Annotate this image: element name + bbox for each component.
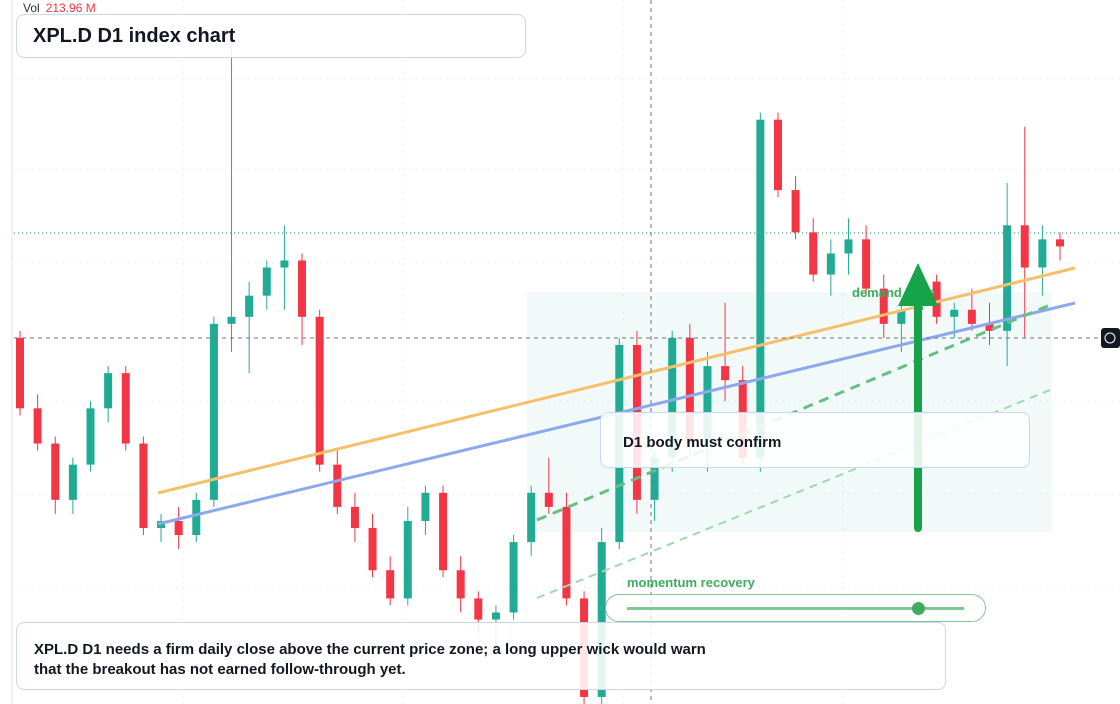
callout-text: D1 body must confirm <box>623 434 782 451</box>
candle-body <box>491 612 500 620</box>
slider-track <box>627 607 964 610</box>
candle-body <box>844 239 853 254</box>
volume-legend: Vol 213.96 M <box>23 1 96 15</box>
candle-body <box>104 373 113 409</box>
arrow-head <box>898 263 938 306</box>
candle-body <box>1056 239 1064 247</box>
candle-body <box>932 281 941 317</box>
title: XPL.D D1 index chart <box>33 25 236 47</box>
candle-body <box>86 408 95 465</box>
candle-body <box>403 520 412 599</box>
candle-body <box>209 323 218 500</box>
candle-body <box>1020 225 1029 268</box>
candle-body <box>174 520 183 536</box>
candle-body <box>756 119 765 458</box>
crosshair-button[interactable] <box>1101 328 1120 348</box>
momentum-label: momentum recovery <box>627 575 755 590</box>
candle-body <box>121 373 130 444</box>
candle-body <box>333 464 342 507</box>
candle-body <box>509 542 518 613</box>
candle-body <box>262 267 271 296</box>
icon <box>1104 332 1116 344</box>
candle-body <box>562 506 571 599</box>
callout: D1 body must confirm <box>600 412 1030 468</box>
candle-body <box>51 443 60 500</box>
candle-body <box>597 542 606 697</box>
candle-body <box>544 492 553 507</box>
candle-body <box>350 506 359 528</box>
title-box: XPL.D D1 index chart <box>16 14 526 58</box>
candle-body <box>1003 225 1012 331</box>
candle-body <box>368 528 377 571</box>
candle-body <box>280 260 289 268</box>
candle-body <box>721 366 730 381</box>
candle-body <box>862 239 871 289</box>
candle-body <box>809 232 818 275</box>
candle-body <box>68 464 77 500</box>
note: XPL.D D1 needs a firm daily close above … <box>34 641 706 678</box>
candle-body <box>227 316 236 324</box>
candle-body <box>474 598 483 620</box>
candle-body <box>879 288 888 324</box>
candle-body <box>33 408 42 444</box>
candle-body <box>685 337 694 444</box>
candle-body <box>527 492 536 543</box>
candle-body <box>773 119 782 191</box>
candle-body <box>315 316 324 465</box>
candle-body <box>439 492 448 571</box>
slider-knob[interactable] <box>912 602 925 615</box>
note-box: XPL.D D1 needs a firm daily close above … <box>16 622 946 690</box>
vol-label: Vol <box>23 1 40 15</box>
candle-body <box>421 492 430 521</box>
candle-body <box>16 337 24 409</box>
candle-body <box>298 260 307 317</box>
candle-body <box>668 337 677 458</box>
slider <box>605 594 986 622</box>
vol-value: 213.96 M <box>45 1 96 15</box>
candle-body <box>826 253 835 275</box>
candle-body <box>245 295 254 317</box>
candle-body <box>139 443 148 528</box>
candle-body <box>791 190 800 233</box>
candle-body <box>967 309 976 324</box>
candle-body <box>897 309 906 324</box>
candle-body <box>703 366 712 444</box>
candle-body <box>985 323 994 331</box>
candle-body <box>950 309 959 317</box>
candle-body <box>386 570 395 599</box>
candle-body <box>192 499 201 536</box>
candle-body <box>456 570 465 599</box>
candle-body <box>650 457 659 500</box>
candle-body <box>1038 239 1047 268</box>
